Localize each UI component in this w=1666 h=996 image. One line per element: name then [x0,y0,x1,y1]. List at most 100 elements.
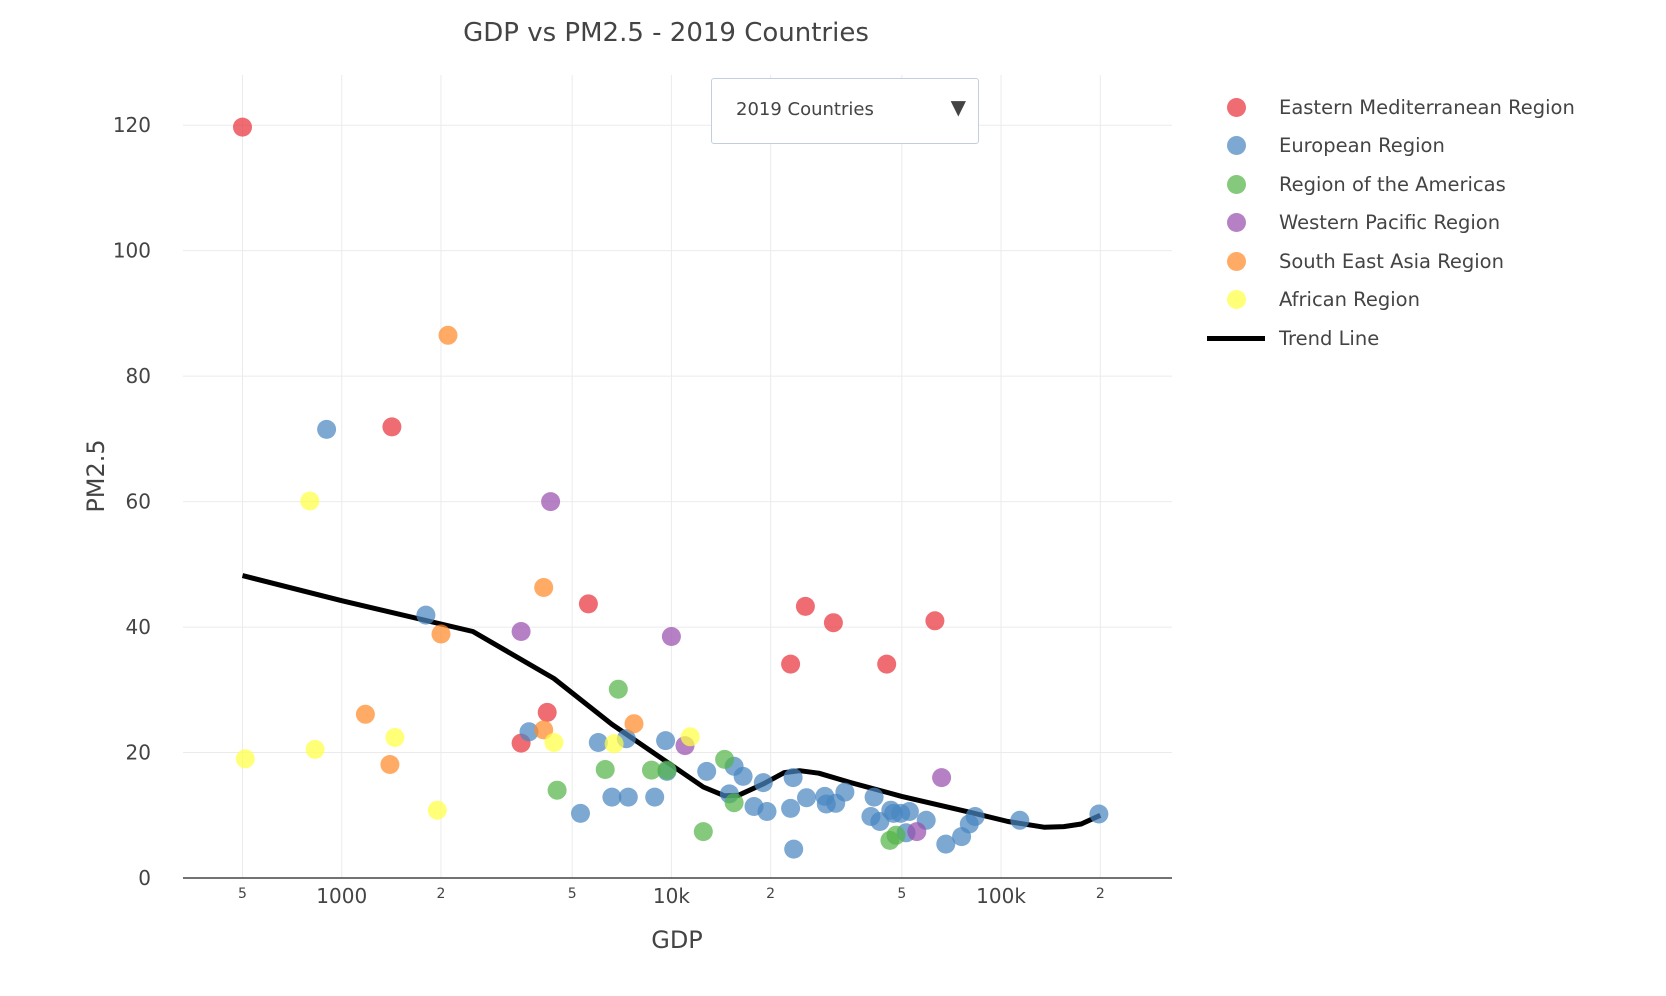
data-point-western-pacific-region[interactable] [661,627,681,646]
legend-item-european-region[interactable]: European Region [1205,127,1575,166]
data-point-western-pacific-region[interactable] [511,622,531,641]
data-point-european-region[interactable] [1089,804,1109,824]
data-point-region-of-the-americas[interactable] [608,679,628,699]
data-point-european-region[interactable] [571,803,590,823]
y-tick-label: 20 [126,741,151,765]
data-point-region-of-the-americas[interactable] [886,825,906,845]
data-point-region-of-the-americas[interactable] [715,749,735,769]
data-point-south-east-asia-region[interactable] [534,720,554,740]
legend-item-african-region[interactable]: African Region [1205,281,1575,320]
data-point-western-pacific-region[interactable] [541,492,561,512]
legend-line-icon [1205,335,1267,341]
data-point-african-region[interactable] [544,733,564,752]
y-tick-label: 0 [138,866,151,890]
data-point-region-of-the-americas[interactable] [657,760,677,780]
data-point-european-region[interactable] [317,419,337,439]
data-point-region-of-the-americas[interactable] [642,760,661,780]
data-point-african-region[interactable] [305,739,325,759]
year-dropdown[interactable]: 2019 Countries ▼ [711,78,979,144]
data-point-european-region[interactable] [784,839,804,859]
legend-dot-icon [1205,174,1267,194]
x-tick-label: 5 [897,886,906,902]
data-point-region-of-the-americas[interactable] [724,793,744,813]
data-point-european-region[interactable] [733,766,753,786]
legend-label: South East Asia Region [1279,249,1504,273]
data-point-european-region[interactable] [783,768,803,788]
data-point-european-region[interactable] [416,605,436,625]
data-point-european-region[interactable] [656,731,676,751]
x-tick-label: 1000 [316,884,367,908]
data-point-european-region[interactable] [899,802,919,821]
data-point-african-region[interactable] [427,800,447,820]
data-point-eastern-mediterranean-region[interactable] [537,702,557,722]
data-point-western-pacific-region[interactable] [932,768,952,788]
data-point-region-of-the-americas[interactable] [547,780,567,800]
data-point-region-of-the-americas[interactable] [693,822,713,842]
data-point-european-region[interactable] [602,787,622,807]
x-tick-label: 2 [1096,886,1105,902]
data-point-european-region[interactable] [835,782,855,802]
data-point-european-region[interactable] [519,722,539,742]
data-point-south-east-asia-region[interactable] [380,755,400,774]
legend-item-south-east-asia-region[interactable]: South East Asia Region [1205,242,1575,281]
legend-dot-icon [1205,213,1267,233]
x-axis-title: GDP [651,926,703,954]
y-tick-label: 40 [126,615,151,639]
dot-swatch [1226,213,1246,233]
data-point-eastern-mediterranean-region[interactable] [877,654,897,674]
data-point-european-region[interactable] [645,787,665,807]
data-point-european-region[interactable] [936,834,956,854]
data-point-eastern-mediterranean-region[interactable] [823,613,843,633]
trend-layer [241,573,1102,830]
data-point-south-east-asia-region[interactable] [431,624,451,644]
data-point-eastern-mediterranean-region[interactable] [795,596,815,616]
legend-label: Eastern Mediterranean Region [1279,95,1575,119]
chevron-down-icon: ▼ [950,95,966,119]
legend-item-western-pacific-region[interactable]: Western Pacific Region [1205,204,1575,243]
data-point-south-east-asia-region[interactable] [534,578,554,597]
data-point-western-pacific-region[interactable] [907,822,927,842]
legend-item-trend-line[interactable]: Trend Line [1205,319,1575,358]
y-axis-title: PM2.5 [82,439,110,512]
legend-item-eastern-mediterranean-region[interactable]: Eastern Mediterranean Region [1205,88,1575,127]
data-point-eastern-mediterranean-region[interactable] [382,417,402,437]
legend-dot-icon [1205,136,1267,156]
data-point-european-region[interactable] [781,798,801,818]
y-tick-label: 120 [113,113,151,137]
data-point-south-east-asia-region[interactable] [355,704,375,724]
data-point-european-region[interactable] [757,802,777,821]
legend-dot-icon [1205,290,1267,310]
legend-item-region-of-the-americas[interactable]: Region of the Americas [1205,165,1575,204]
legend-dot-icon [1205,251,1267,271]
data-point-south-east-asia-region[interactable] [624,714,644,734]
data-point-african-region[interactable] [235,749,255,769]
data-point-eastern-mediterranean-region[interactable] [925,611,945,631]
data-point-european-region[interactable] [588,733,608,752]
data-point-european-region[interactable] [864,787,884,807]
grid [183,75,1172,878]
points-layer [233,117,1109,859]
data-point-african-region[interactable] [680,727,700,747]
data-point-european-region[interactable] [1010,810,1030,830]
data-point-european-region[interactable] [697,761,717,781]
data-point-european-region[interactable] [618,787,638,807]
data-point-region-of-the-americas[interactable] [595,760,615,779]
data-point-eastern-mediterranean-region[interactable] [781,654,801,674]
data-point-african-region[interactable] [604,734,624,754]
data-point-european-region[interactable] [965,807,985,826]
dot-swatch [1226,251,1246,271]
data-point-european-region[interactable] [753,773,773,793]
legend-label: Trend Line [1279,326,1380,350]
legend-label: African Region [1279,288,1420,312]
y-tick-label: 100 [113,239,151,263]
data-point-south-east-asia-region[interactable] [438,325,458,345]
data-point-african-region[interactable] [385,728,405,747]
dropdown-label: 2019 Countries [736,99,874,120]
chart-title: GDP vs PM2.5 - 2019 Countries [463,18,869,48]
data-point-european-region[interactable] [797,788,816,808]
data-point-eastern-mediterranean-region[interactable] [578,594,598,614]
data-point-eastern-mediterranean-region[interactable] [233,117,252,137]
data-point-african-region[interactable] [300,491,320,511]
